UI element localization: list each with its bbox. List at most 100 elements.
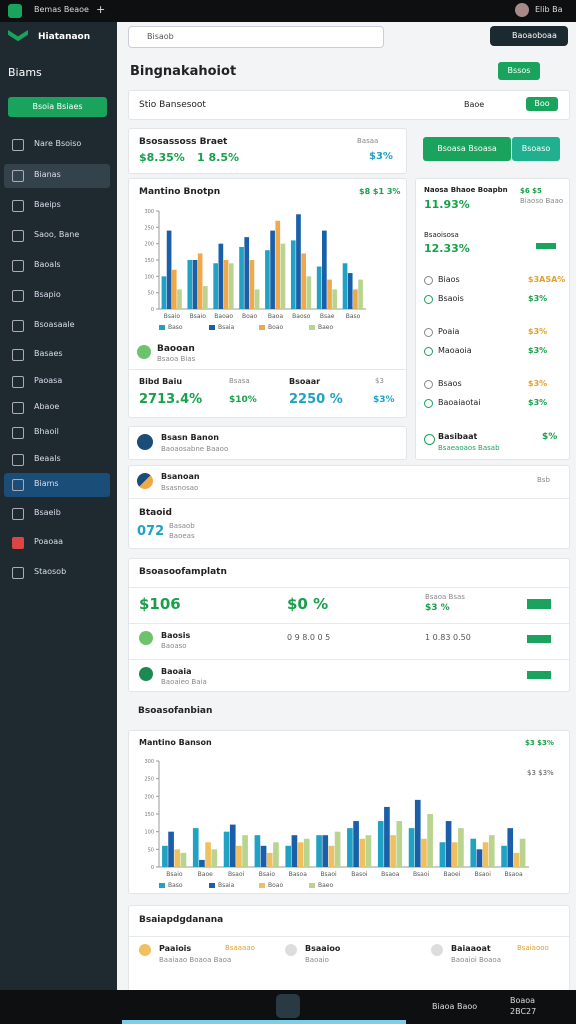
section: Biams (8, 66, 42, 79)
list-name: Maoaoia (438, 346, 472, 355)
sidebar-button[interactable]: Bsoia Bsiaes (8, 97, 107, 117)
footer-name: Baooan (157, 344, 195, 354)
taskbar: Biaoa Baoo Boaoa 2BC27 (0, 990, 576, 1024)
divider (129, 498, 569, 499)
stat-value: 2250 % (289, 392, 343, 407)
info-sub: Bsasnosao (161, 484, 199, 492)
bar (266, 852, 273, 867)
progress (122, 1020, 406, 1024)
bar (211, 849, 218, 867)
bar (166, 230, 172, 309)
stats-value: $0 % (287, 595, 329, 613)
nav-item[interactable]: Basaes (34, 349, 63, 358)
bar-chart: 0 50 100 150 200 250 300 Bsaio Baoe Bsaoi Bsaio Bas… (144, 759, 529, 889)
nav-item[interactable]: Beaals (34, 454, 61, 463)
bar (470, 838, 477, 867)
col-icon (139, 944, 151, 956)
bar (347, 828, 353, 867)
header-button[interactable]: Bssos (498, 62, 540, 80)
list-name: Poaia (438, 327, 460, 336)
stats-row-title: Baosis (161, 631, 191, 640)
x-tick-label: Baoa (268, 313, 283, 320)
nav-item[interactable]: Bsapio (34, 290, 61, 299)
nav-item[interactable]: Nare Bsoiso (34, 139, 82, 148)
bar (270, 230, 275, 309)
nav-item[interactable]: Staosob (34, 567, 67, 576)
nav-item[interactable]: Bsaeib (34, 508, 61, 517)
nav-item[interactable]: Bsoasaale (34, 320, 75, 329)
nav-icon (12, 139, 24, 151)
col-icon (285, 944, 297, 956)
legend-swatch (259, 883, 265, 888)
chart-card: Mantino Banson $3 $3% $3 $3% 0 50 100 150 20… (128, 730, 570, 894)
bar (482, 842, 489, 867)
bar (285, 845, 292, 867)
bar (249, 260, 255, 309)
clock-time: Boaoa (510, 996, 536, 1005)
avatar[interactable] (515, 3, 529, 17)
bar (202, 286, 208, 309)
row-card[interactable]: Bsasn Banon Baoaosabne Baaoo (128, 426, 407, 460)
col-sub: Baoaioi Boaoa (451, 956, 502, 964)
stats-card: Bsoasoofamplatn $106 $0 % Bsaoa Bsas $3 … (128, 558, 570, 692)
bar (439, 842, 446, 867)
panel-title: Bsaoisosa (424, 231, 459, 239)
nav-icon (12, 200, 24, 212)
x-tick-label: Baoso (292, 313, 311, 320)
x-tick-label: Bsaoi (475, 871, 492, 878)
stat-value: 2713.4% (139, 392, 203, 407)
row-sub: Baoaosabne Baaoo (161, 445, 229, 453)
nav-item[interactable]: Paoasa (34, 376, 63, 385)
nav-item[interactable]: Baoals (34, 260, 61, 269)
bar (218, 243, 224, 309)
chart-title: Mantino Banson (139, 738, 212, 747)
nav-icon (12, 537, 24, 549)
nav-item[interactable]: Bianas (34, 170, 61, 179)
top-bar: Bemas Beaoe + Elib Ba (0, 0, 576, 22)
user[interactable]: Elib Ba (535, 5, 563, 14)
toggle[interactable]: Boo (526, 97, 558, 111)
footer-sub: Bsaoa Bias (157, 355, 196, 363)
dot (424, 399, 433, 408)
summary-value: $8.35% (139, 151, 185, 164)
right-button[interactable]: Bsoasa Bsoasa (423, 137, 511, 161)
account-button[interactable]: Baoaoboaa (490, 26, 568, 46)
tab[interactable]: Bemas Beaoe (34, 5, 89, 14)
y-tick-label: 100 (144, 274, 154, 280)
bar (228, 263, 234, 309)
list-value: $3% (528, 346, 548, 355)
nav-item[interactable]: Bhaoil (34, 427, 59, 436)
legend-swatch (309, 325, 315, 330)
search[interactable]: Bisaob (128, 26, 384, 48)
legend-label: Baso (168, 324, 183, 331)
new-tab[interactable]: + (96, 3, 106, 16)
bar (334, 831, 341, 867)
nav-item[interactable]: Poaoaa (34, 537, 64, 546)
nav-item[interactable]: Baeips (34, 200, 61, 209)
bar (384, 806, 390, 867)
bar (347, 273, 353, 309)
bar (316, 835, 322, 867)
brand[interactable]: Hiatanaon (38, 32, 91, 42)
bar (358, 279, 363, 309)
taskbar-app[interactable] (276, 994, 300, 1018)
app-icon[interactable] (8, 4, 22, 18)
bar (187, 260, 193, 309)
nav-item[interactable]: Abaoe (34, 402, 60, 411)
bar (342, 263, 348, 309)
x-tick-label: Boao (242, 313, 257, 320)
panel-foot-value: $% (542, 432, 558, 442)
check-icon (137, 345, 151, 359)
page-title: Bingnakahoiot (130, 64, 237, 79)
nav-icon (12, 427, 24, 439)
nav-item[interactable]: Biams (34, 479, 59, 488)
filter-select[interactable]: Baoe (464, 100, 485, 109)
search-placeholder: Bisaob (147, 32, 174, 41)
stats-title: Bsoasoofamplatn (139, 567, 227, 577)
stats-row-v2: 1 0.83 0.50 (425, 633, 471, 642)
bar (223, 260, 229, 309)
legend-label: Baeo (318, 324, 333, 331)
legend-label: Baso (168, 882, 183, 889)
nav-item[interactable]: Saoo, Bane (34, 230, 80, 239)
right-button[interactable]: Bsoaso (512, 137, 560, 161)
